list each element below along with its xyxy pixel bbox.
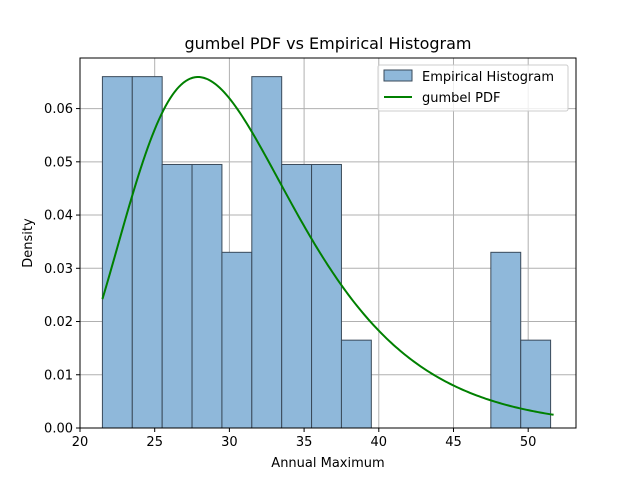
legend-swatch-histogram: [383, 69, 413, 82]
x-tick-label: 20: [72, 435, 89, 450]
chart-title: gumbel PDF vs Empirical Histogram: [184, 34, 471, 53]
histogram-bar: [311, 163, 342, 429]
legend-box: [377, 64, 569, 112]
y-tick-label: 0.02: [44, 315, 73, 330]
x-tick-label: 25: [146, 435, 163, 450]
histogram-bar: [131, 76, 163, 429]
legend-label-pdf: gumbel PDF: [422, 91, 500, 106]
x-tick-label: 40: [371, 435, 388, 450]
plot-frame: [79, 57, 577, 429]
y-tick-label: 0.03: [44, 262, 73, 277]
x-tick-label: 35: [296, 435, 313, 450]
y-tick-label: 0.04: [44, 209, 73, 224]
pdf-line: [101, 76, 554, 416]
y-tick-label: 0.01: [44, 368, 73, 383]
histogram-bar: [161, 163, 193, 429]
histogram-bar: [251, 76, 283, 429]
histogram-bar: [101, 76, 133, 429]
y-tick-label: 0.05: [44, 155, 73, 170]
histogram-bar: [221, 251, 253, 429]
legend: Empirical Histogram gumbel PDF: [377, 64, 569, 112]
legend-label-histogram: Empirical Histogram: [422, 70, 554, 85]
histogram-bar: [281, 163, 313, 429]
axis-ticks: 20 25 30 35 40 45 50 0.00 0.01 0.02 0.03 0.04 0.05 0.…: [44, 102, 536, 450]
x-tick-label: 50: [520, 435, 537, 450]
histogram-bars: [101, 76, 552, 429]
histogram-bar: [191, 163, 223, 429]
y-tick-label: 0.00: [44, 422, 73, 437]
histogram-bar: [340, 339, 372, 429]
x-tick-label: 30: [221, 435, 238, 450]
x-axis-label: Annual Maximum: [271, 456, 384, 471]
y-axis-label: Density: [21, 218, 36, 268]
y-tick-label: 0.06: [44, 102, 73, 117]
pdf-curve: [101, 76, 554, 416]
histogram-bar: [520, 339, 552, 429]
x-tick-label: 45: [445, 435, 462, 450]
